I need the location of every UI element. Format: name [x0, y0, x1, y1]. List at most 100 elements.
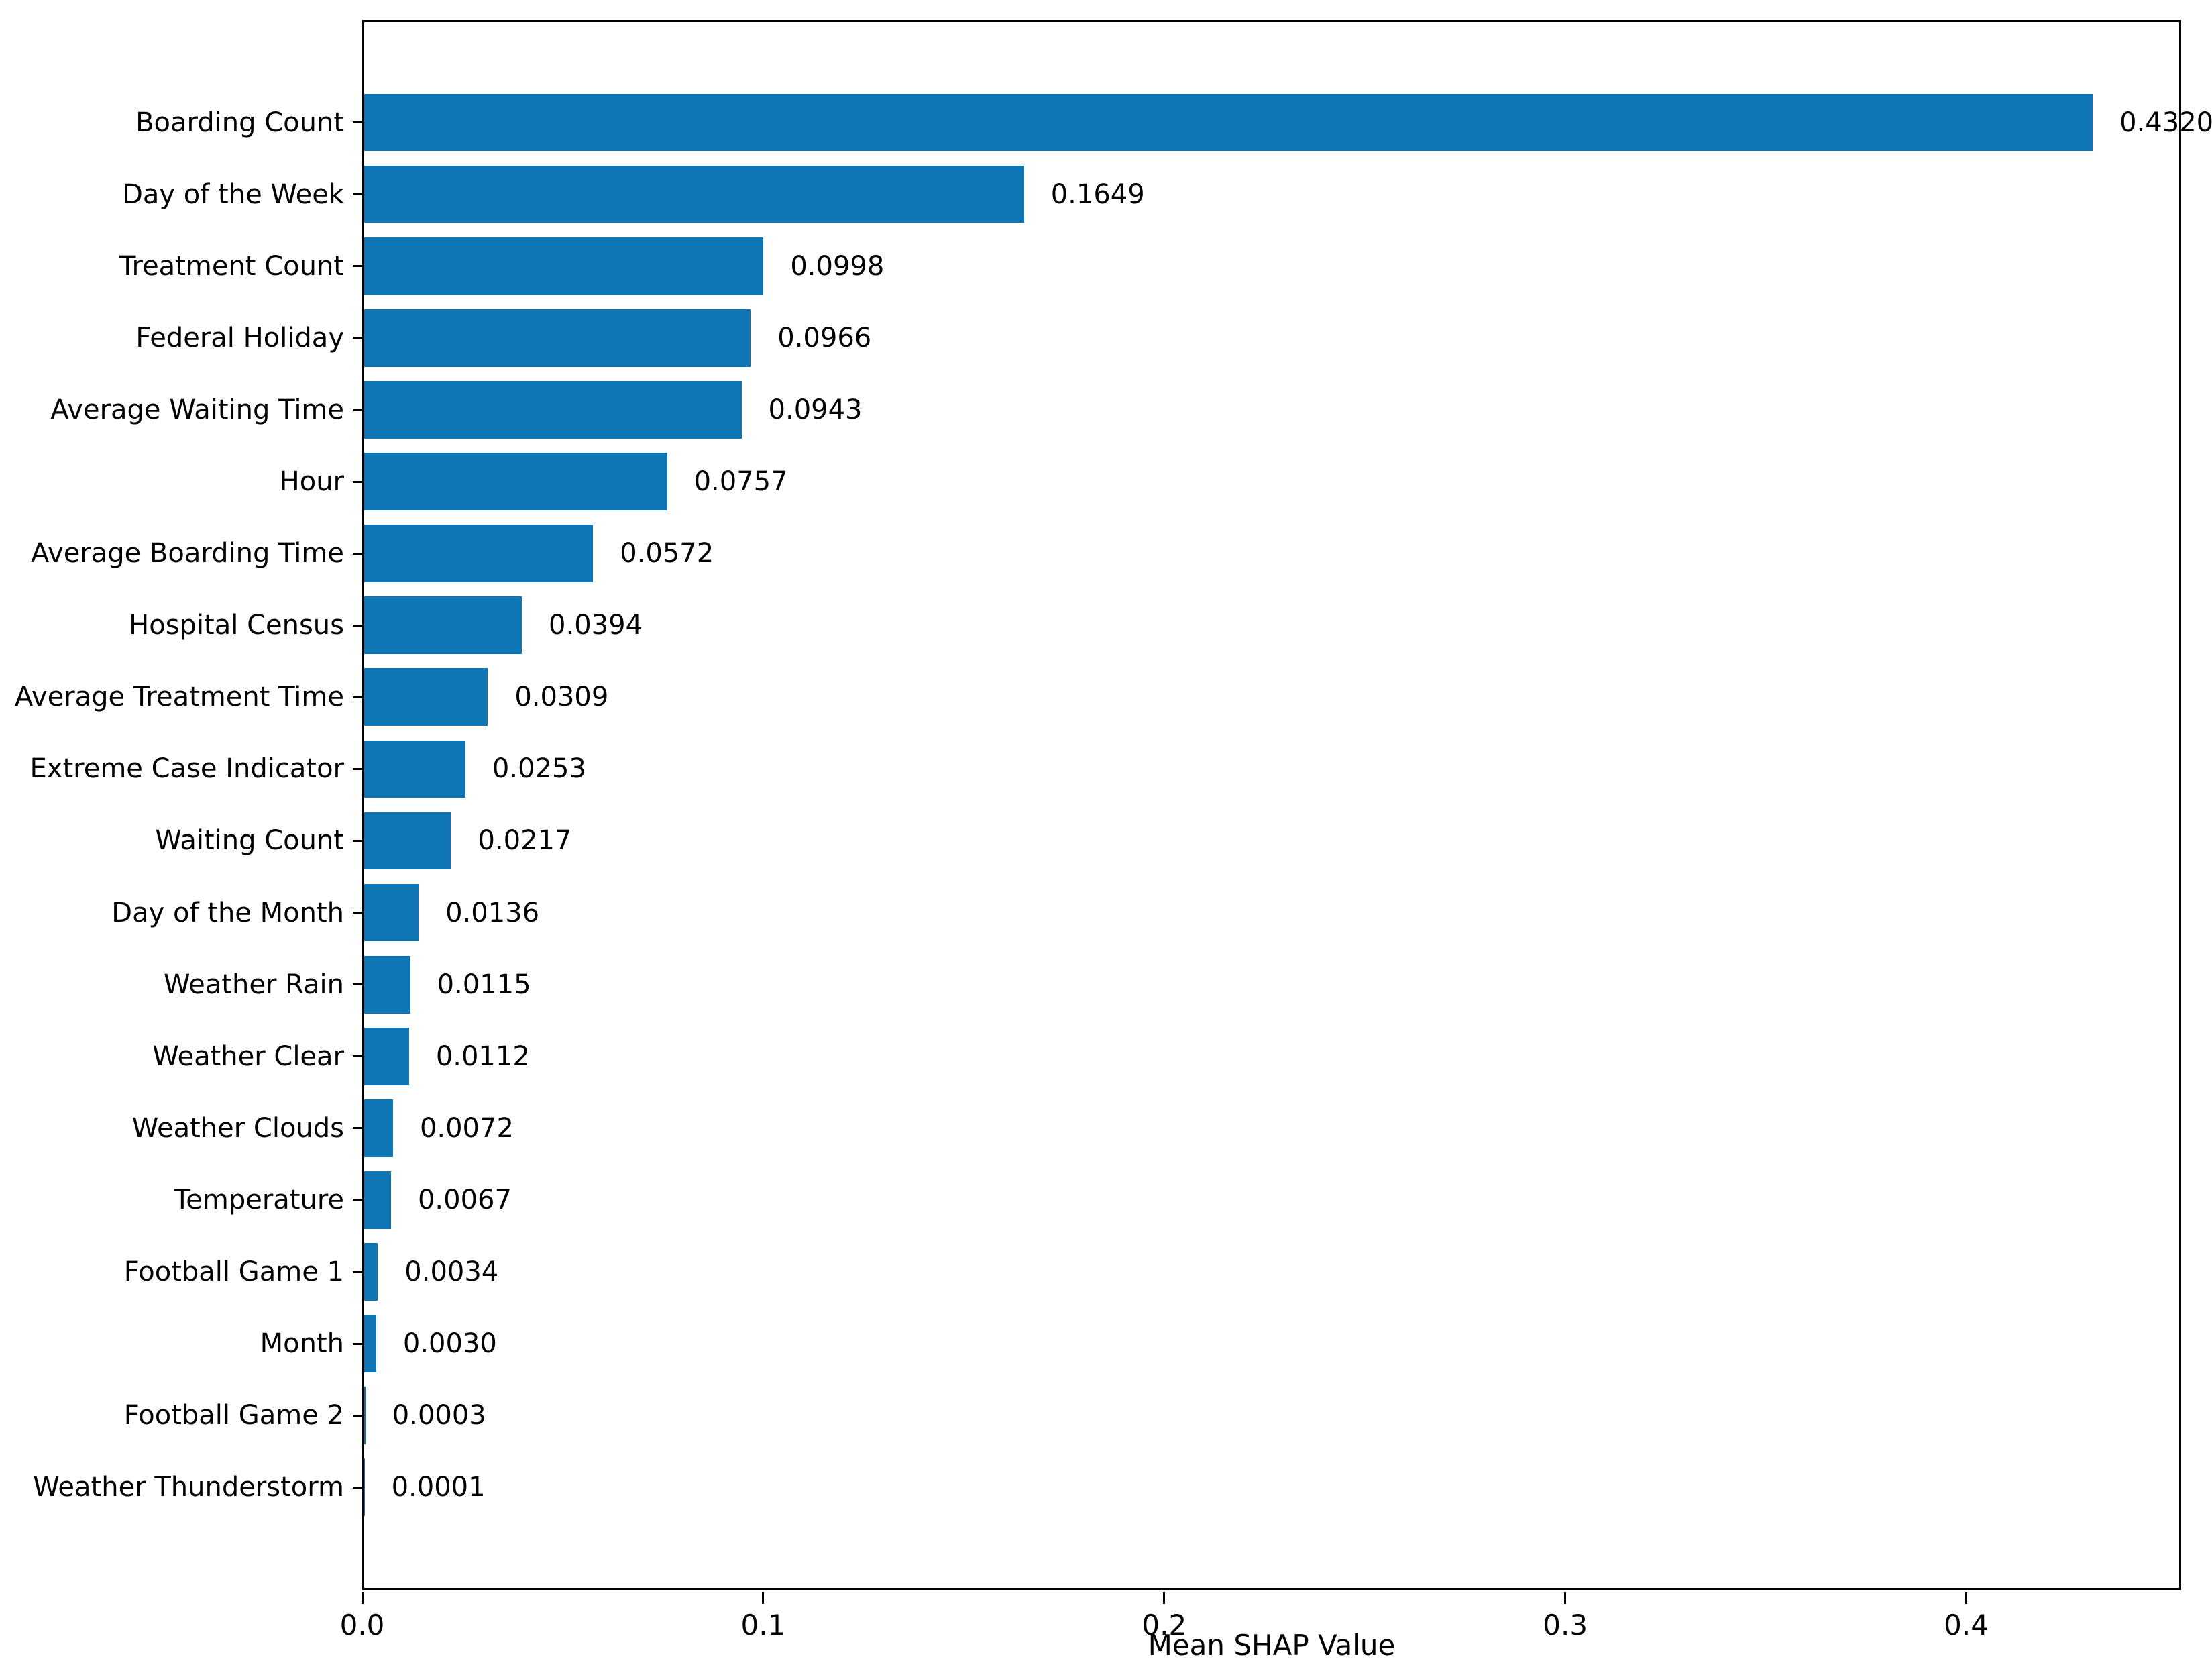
- category-label: Average Waiting Time: [50, 394, 344, 425]
- bar-track: 0.0115: [364, 955, 2179, 1014]
- value-label: 0.0757: [694, 466, 788, 497]
- value-label: 0.0115: [437, 969, 531, 1000]
- bar-row: Weather Clear 0.0112: [152, 1020, 2179, 1092]
- bar: [364, 93, 2093, 152]
- bar: [364, 1387, 366, 1445]
- value-label: 0.4320: [2119, 107, 2212, 138]
- bar-row: Boarding Count 0.4320: [135, 87, 2212, 158]
- bar-track: 0.0030: [364, 1315, 2179, 1372]
- value-label: 0.0394: [549, 610, 643, 641]
- category-label: Hour: [279, 466, 344, 498]
- bar-row: Extreme Case Indicator 0.0253: [30, 733, 2179, 805]
- y-axis-tick: [353, 480, 363, 483]
- bar-track: 0.0998: [364, 237, 2179, 295]
- x-tick-label: 0.4: [1944, 1609, 1989, 1641]
- bar-row: Football Game 2 0.0003: [124, 1380, 2179, 1452]
- bar: [364, 1171, 391, 1229]
- y-axis-tick: [353, 193, 363, 196]
- bar: [364, 1458, 365, 1517]
- y-axis-tick: [353, 624, 363, 627]
- bar-row: Average Treatment Time 0.0309: [15, 661, 2179, 733]
- value-label: 0.0136: [445, 897, 540, 928]
- bar: [364, 883, 419, 942]
- bar: [364, 1243, 378, 1301]
- plot-area: Boarding Count 0.4320 Day of the Week 0.…: [15, 20, 2212, 1590]
- bar-track: 0.0217: [364, 812, 2179, 870]
- bar: [364, 309, 751, 367]
- category-label: Extreme Case Indicator: [30, 753, 344, 785]
- x-axis-tick: [762, 1592, 765, 1604]
- category-label: Weather Clouds: [131, 1112, 344, 1144]
- bar-track: 0.0067: [364, 1171, 2179, 1229]
- bar: [364, 237, 764, 295]
- value-label: 0.0253: [492, 753, 586, 785]
- bar-row: Month 0.0030: [260, 1308, 2179, 1380]
- y-axis-tick: [353, 121, 363, 124]
- bar-row: Day of the Week 0.1649: [122, 158, 2179, 230]
- bar: [364, 381, 742, 439]
- value-label: 0.0003: [392, 1400, 486, 1432]
- category-label: Football Game 2: [123, 1400, 344, 1432]
- bar-row: Average Boarding Time 0.0572: [31, 518, 2179, 590]
- bar-track: 0.0757: [364, 453, 2179, 510]
- bar-row: Temperature 0.0067: [174, 1164, 2179, 1236]
- x-axis-tick: [1965, 1592, 1968, 1604]
- y-axis-tick: [353, 1486, 363, 1489]
- x-axis-title: Mean SHAP Value: [1148, 1629, 1396, 1662]
- value-label: 0.0112: [435, 1040, 530, 1072]
- value-label: 0.0072: [419, 1112, 514, 1144]
- x-tick-label: 0.2: [1142, 1609, 1187, 1641]
- bar-track: 0.0112: [364, 1027, 2179, 1085]
- bar-track: 0.0253: [364, 740, 2179, 798]
- bar-track: 0.0309: [364, 668, 2179, 726]
- bar-row: Weather Rain 0.0115: [164, 949, 2179, 1020]
- category-label: Temperature: [174, 1184, 344, 1216]
- bar-row: Treatment Count 0.0998: [119, 230, 2179, 302]
- bar-row: Hospital Census 0.0394: [129, 590, 2179, 661]
- bar: [364, 1099, 393, 1157]
- value-label: 0.0966: [777, 322, 872, 354]
- bar: [364, 812, 451, 870]
- value-label: 0.0217: [478, 825, 572, 857]
- bar-track: 0.0003: [364, 1387, 2179, 1445]
- bar: [364, 165, 1024, 223]
- y-axis-tick: [353, 1414, 363, 1417]
- value-label: 0.0572: [620, 538, 714, 570]
- value-label: 0.0998: [790, 250, 885, 282]
- value-label: 0.0067: [417, 1184, 512, 1216]
- bar-track: 0.4320: [364, 93, 2212, 152]
- category-label: Day of the Month: [111, 897, 344, 928]
- x-tick-label: 0.3: [1543, 1609, 1588, 1641]
- bar-track: 0.0072: [364, 1099, 2179, 1157]
- y-axis-tick: [353, 1055, 363, 1058]
- y-axis-tick: [353, 265, 363, 268]
- category-label: Federal Holiday: [135, 322, 344, 354]
- category-label: Weather Thunderstorm: [33, 1472, 344, 1503]
- value-label: 0.0030: [402, 1328, 497, 1360]
- bar-row: Day of the Month 0.0136: [111, 877, 2179, 949]
- y-axis-tick: [353, 337, 363, 339]
- category-label: Average Treatment Time: [14, 682, 344, 713]
- bar: [364, 740, 465, 798]
- bar-track: 0.0001: [364, 1458, 2179, 1517]
- bar-row: Weather Thunderstorm 0.0001: [33, 1452, 2179, 1523]
- category-label: Month: [260, 1328, 344, 1360]
- bar-track: 0.0966: [364, 309, 2179, 367]
- bar-track: 0.0034: [364, 1243, 2179, 1301]
- bar-track: 0.0572: [364, 525, 2179, 582]
- bar: [364, 668, 488, 726]
- value-label: 0.1649: [1050, 178, 1145, 210]
- x-axis-tick: [361, 1592, 364, 1604]
- category-label: Football Game 1: [123, 1256, 344, 1288]
- bar: [364, 1027, 409, 1085]
- y-axis-tick: [353, 409, 363, 411]
- category-label: Weather Rain: [163, 969, 344, 1000]
- x-tick-label: 0.1: [740, 1609, 786, 1641]
- category-label: Waiting Count: [155, 825, 344, 857]
- bar-row: Hour 0.0757: [280, 445, 2179, 517]
- y-axis-tick: [353, 1199, 363, 1201]
- bar-row: Football Game 1 0.0034: [124, 1236, 2179, 1308]
- category-label: Average Boarding Time: [31, 538, 344, 570]
- category-label: Day of the Week: [122, 178, 344, 210]
